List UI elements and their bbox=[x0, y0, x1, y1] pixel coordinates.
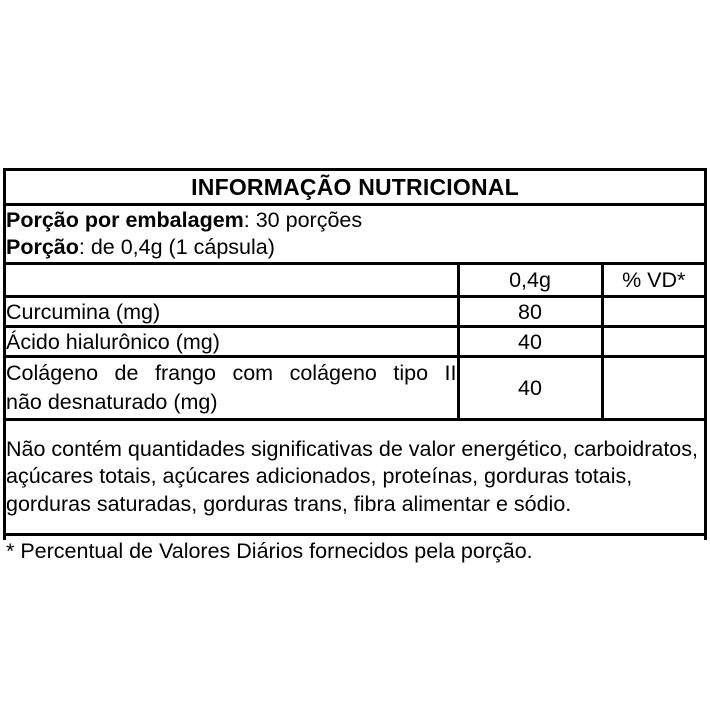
serving-size-value: : de 0,4g (1 cápsula) bbox=[78, 235, 275, 259]
column-header-daily-value: % VD* bbox=[600, 263, 704, 298]
footnote-text: Não contém quantidades significativas de… bbox=[6, 419, 704, 536]
column-header-nutrient bbox=[6, 263, 458, 298]
nutrient-name: Colágeno de frango com colágeno tipo II … bbox=[6, 356, 458, 421]
column-header-amount: 0,4g bbox=[456, 263, 602, 298]
nutrient-name: Ácido hialurônico (mg) bbox=[6, 326, 458, 358]
table-row: Colágeno de frango com colágeno tipo II … bbox=[6, 356, 704, 421]
nutrient-name: Curcumina (mg) bbox=[6, 296, 458, 328]
nutrient-name-line-2: não desnaturado (mg) bbox=[6, 390, 218, 414]
serving-size-label: Porção bbox=[6, 235, 79, 259]
serving-size-line: Porção: de 0,4g (1 cápsula) bbox=[6, 234, 704, 261]
table-row: Ácido hialurônico (mg) 40 bbox=[6, 326, 704, 358]
title-row: INFORMAÇÃO NUTRICIONAL bbox=[6, 171, 704, 206]
daily-value-note-row: * Percentual de Valores Diários fornecid… bbox=[6, 534, 704, 566]
daily-value-note: * Percentual de Valores Diários fornecid… bbox=[6, 534, 704, 566]
servings-per-package-line: Porção por embalagem: 30 porções bbox=[6, 207, 704, 234]
table-row: Curcumina (mg) 80 bbox=[6, 296, 704, 328]
nutrition-table: INFORMAÇÃO NUTRICIONAL Porção por embala… bbox=[6, 171, 704, 566]
portion-row: Porção por embalagem: 30 porções Porção:… bbox=[6, 204, 704, 265]
label-title: INFORMAÇÃO NUTRICIONAL bbox=[6, 171, 704, 206]
nutrient-amount: 80 bbox=[456, 296, 602, 328]
nutrient-daily-value bbox=[600, 356, 704, 421]
nutrient-amount: 40 bbox=[456, 326, 602, 358]
servings-per-package-label: Porção por embalagem bbox=[6, 208, 244, 232]
footnote-row: Não contém quantidades significativas de… bbox=[6, 419, 704, 536]
nutrient-name-line-1: Colágeno de frango com colágeno tipo II bbox=[6, 361, 457, 385]
servings-per-package-value: : 30 porções bbox=[243, 208, 363, 232]
nutrition-facts-label: INFORMAÇÃO NUTRICIONAL Porção por embala… bbox=[3, 168, 707, 566]
portion-block: Porção por embalagem: 30 porções Porção:… bbox=[6, 204, 704, 265]
nutrient-amount: 40 bbox=[456, 356, 602, 421]
nutrient-daily-value bbox=[600, 296, 704, 328]
nutrient-daily-value bbox=[600, 326, 704, 358]
column-header-row: 0,4g % VD* bbox=[6, 263, 704, 298]
